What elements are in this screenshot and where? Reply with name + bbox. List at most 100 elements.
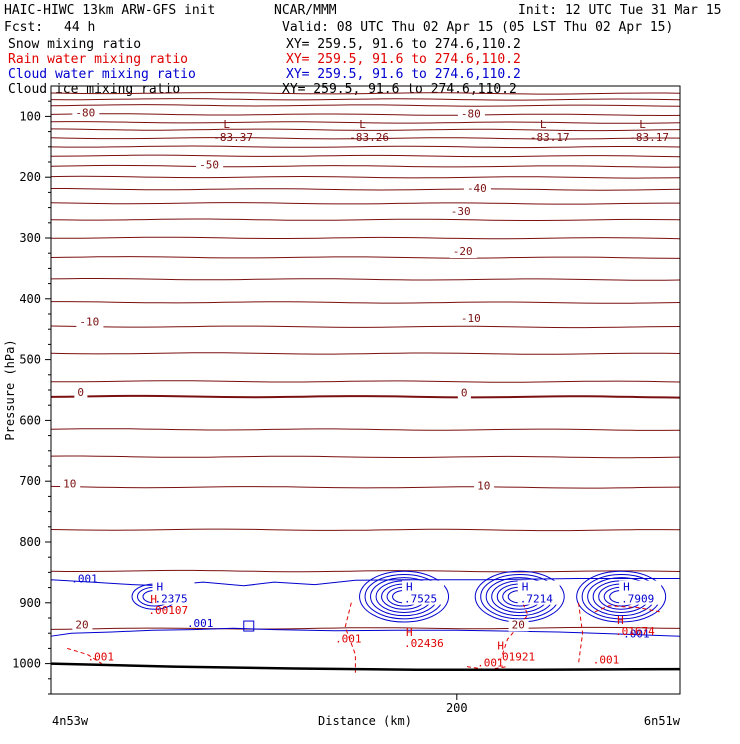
high-marker: H: [623, 581, 630, 594]
cloud-water-contour: [576, 570, 667, 623]
y-axis-label: Pressure (hPa): [3, 339, 17, 440]
cloud-water-contour: [243, 620, 255, 632]
y-tick-label: 300: [19, 231, 41, 245]
isotherm-line: [50, 175, 681, 179]
high-marker: H: [406, 626, 413, 639]
cloud-water-label: .001: [71, 573, 98, 586]
field-cloudwater-name: Cloud water mixing ratio: [8, 67, 196, 82]
field-cloudice-xy: XY= 259.5, 91.6 to 274.6,110.2: [282, 82, 517, 97]
max-label-bg: [152, 580, 195, 605]
y-tick-label: 700: [19, 474, 41, 488]
isotherm-label: 20: [512, 618, 525, 631]
isotherm-line: [50, 164, 681, 168]
isotherm-line: [50, 394, 681, 399]
y-tick-label: 400: [19, 292, 41, 306]
header-init: Init: 12 UTC Tue 31 Mar 15: [518, 3, 722, 18]
y-tick-label: 200: [19, 170, 41, 184]
isotherm-label-bg: [508, 619, 529, 632]
isotherm-label-bg: [74, 387, 88, 400]
y-tick-label: 1000: [12, 657, 41, 671]
isotherm-label: -30: [451, 205, 471, 218]
low-marker: L: [359, 118, 366, 131]
high-value: .7525: [404, 593, 437, 606]
terrain-line: [50, 662, 681, 671]
rain-water-label: .001: [335, 632, 362, 645]
rain-water-contour: [67, 647, 102, 665]
x-axis-label: Distance (km): [318, 714, 412, 728]
isotherm-line: [50, 128, 681, 132]
isotherm-line: [50, 455, 681, 459]
max-label-bg: [402, 580, 445, 605]
isotherm-label: -10: [461, 312, 481, 325]
isotherm-label-bg: [463, 182, 491, 195]
isotherm-label: -20: [453, 245, 473, 258]
isotherm-label: 10: [477, 480, 490, 493]
temperature-contours: [50, 92, 681, 630]
isotherm-line: [50, 202, 680, 205]
isotherm-label: -50: [199, 159, 219, 172]
isotherm-line: [50, 98, 681, 101]
header-org: NCAR/MMM: [274, 3, 337, 18]
field-snow-xy: XY= 259.5, 91.6 to 274.6,110.2: [286, 37, 521, 52]
high-marker: H: [617, 614, 624, 627]
isotherm-line: [50, 325, 681, 329]
low-marker: L: [540, 118, 547, 131]
max-label-bg: [619, 580, 662, 605]
y-tick-label: 900: [19, 596, 41, 610]
isotherm-label-bg: [474, 480, 495, 493]
left-endpoint-label: 4n53w: [52, 714, 89, 728]
high-value: .01921: [495, 651, 535, 664]
isotherm-label-bg: [457, 108, 485, 121]
isotherm-line: [50, 256, 681, 259]
isotherm-label-bg: [76, 316, 104, 329]
isotherm-line: [51, 188, 681, 191]
field-rain-name: Rain water mixing ratio: [8, 52, 188, 67]
low-value: -83.26: [349, 131, 389, 144]
high-value: .02436: [404, 637, 444, 650]
rain-water-contour: [578, 602, 584, 664]
rain-water-contour: [594, 605, 660, 613]
high-value: .7909: [621, 593, 654, 606]
field-cloudwater-xy: XY= 259.5, 91.6 to 274.6,110.2: [286, 67, 521, 82]
isotherm-label-bg: [72, 107, 100, 120]
isotherm-line: [50, 137, 681, 140]
field-snow-name: Snow mixing ratio: [8, 37, 141, 52]
high-value: .01674: [615, 625, 655, 638]
isotherm-label: -10: [79, 316, 99, 329]
terrain-surface-line: [50, 662, 681, 671]
max-label-bg: [517, 580, 560, 605]
low-marker: L: [639, 118, 646, 131]
low-value: -83.37: [213, 131, 253, 144]
isotherm-line: [50, 428, 681, 431]
high-value: .7214: [520, 593, 553, 606]
header-fcst-label: Fcst:: [4, 20, 43, 35]
isotherm-label: 0: [77, 386, 84, 399]
isotherm-line: [50, 154, 681, 158]
isotherm-label-bg: [72, 619, 93, 632]
x-tick-label: 200: [446, 701, 468, 715]
field-rain-xy: XY= 259.5, 91.6 to 274.6,110.2: [286, 52, 521, 67]
y-tick-label: 500: [19, 353, 41, 367]
isotherm-label-bg: [457, 387, 471, 400]
rain-water-label: .001: [88, 651, 115, 664]
y-tick-label: 100: [19, 109, 41, 123]
low-value: -83.17: [530, 131, 570, 144]
isotherm-label-bg: [196, 159, 224, 172]
high-value: .00107: [148, 604, 188, 617]
isotherm-label-bg: [449, 246, 477, 259]
isotherm-line: [50, 569, 681, 573]
isotherm-label: 10: [63, 477, 76, 490]
high-marker: H: [497, 640, 504, 653]
isotherm-line: [50, 121, 681, 124]
low-marker: L: [223, 118, 230, 131]
rain-water-label: .001: [593, 654, 620, 667]
high-marker: H: [156, 581, 163, 594]
isotherm-label-bg: [457, 312, 485, 325]
cloud-water-contour: [359, 570, 450, 623]
y-tick-label: 600: [19, 413, 41, 427]
isotherm-label: 0: [461, 387, 468, 400]
header-valid: Valid: 08 UTC Thu 02 Apr 15 (05 LST Thu …: [282, 20, 673, 35]
isotherm-line: [50, 92, 681, 95]
